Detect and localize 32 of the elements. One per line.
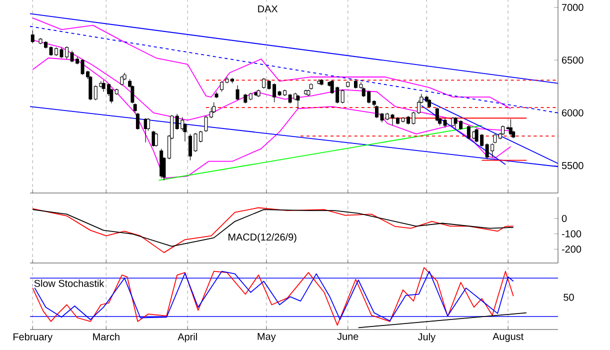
y-tick-label: -200: [562, 246, 582, 253]
candlestick: [136, 112, 140, 130]
y-tick-label: 5500: [562, 162, 584, 170]
candlestick: [451, 116, 455, 127]
x-tick-label: August: [492, 333, 524, 342]
y-tick-label: 6000: [562, 109, 584, 116]
candlestick: [152, 130, 156, 147]
annotation: MACD(12/26/9): [228, 233, 296, 243]
annotation: Slow Stochastik: [34, 280, 104, 287]
y-tick-label: 7000: [562, 4, 584, 11]
candlestick: [154, 132, 158, 147]
candlestick: [146, 118, 150, 132]
x-tick-label: March: [93, 333, 120, 340]
x-tick-label: February: [14, 333, 53, 342]
x-tick-label: June: [337, 333, 358, 340]
candlestick: [435, 107, 439, 122]
candlestick: [120, 76, 124, 86]
x-tick-label: July: [418, 333, 436, 342]
y-tick-label: 6500: [562, 56, 584, 64]
candlestick: [501, 125, 505, 136]
candlestick: [443, 118, 447, 128]
x-tick-label: May: [258, 333, 276, 342]
y-tick-label: -100: [562, 230, 582, 238]
candlestick: [236, 85, 240, 100]
candlestick: [296, 94, 300, 109]
candlestick: [244, 94, 248, 104]
text: 50: [564, 294, 574, 301]
chart-title: DAX: [258, 5, 278, 12]
x-tick-label: April: [178, 333, 197, 342]
y-tick-label: 0: [562, 214, 567, 222]
candlestick: [262, 78, 266, 89]
candlestick: [340, 89, 344, 104]
